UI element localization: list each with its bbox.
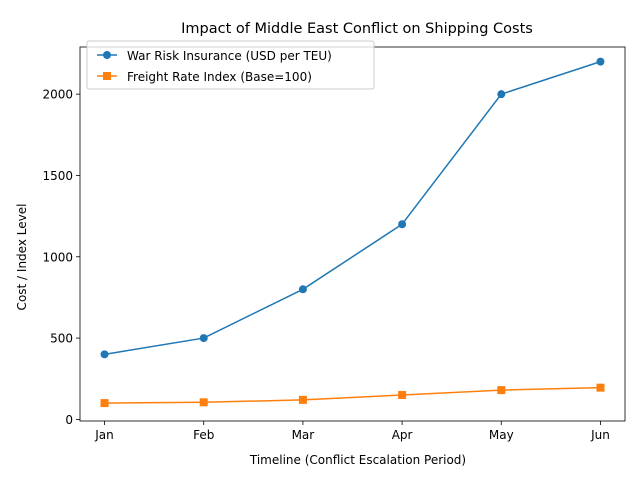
y-tick-label: 500 <box>50 332 73 346</box>
data-point-freight-rate-mar[interactable] <box>298 395 307 404</box>
data-point-war-risk-feb[interactable] <box>199 334 208 343</box>
y-tick-label: 1000 <box>42 250 73 264</box>
x-tick-label: Mar <box>292 428 315 442</box>
y-axis-label: Cost / Index Level <box>15 204 29 311</box>
legend-label-war-risk: War Risk Insurance (USD per TEU) <box>127 49 332 63</box>
data-point-freight-rate-jan[interactable] <box>100 399 109 408</box>
x-tick-label: Jan <box>94 428 114 442</box>
data-point-war-risk-mar[interactable] <box>298 285 307 294</box>
legend-marker-freight-rate <box>103 72 111 80</box>
y-tick-label: 0 <box>65 413 73 427</box>
data-point-war-risk-jun[interactable] <box>596 57 605 66</box>
x-tick-label: Apr <box>392 428 413 442</box>
chart-title: Impact of Middle East Conflict on Shippi… <box>181 21 533 37</box>
data-point-freight-rate-may[interactable] <box>497 386 506 395</box>
y-tick-label: 1500 <box>42 169 73 183</box>
data-point-freight-rate-apr[interactable] <box>398 390 407 399</box>
legend: War Risk Insurance (USD per TEU) Freight… <box>86 40 375 90</box>
legend-label-freight-rate: Freight Rate Index (Base=100) <box>127 70 312 84</box>
series-line-freight-rate <box>104 386 601 404</box>
x-tick-label: Jun <box>590 428 610 442</box>
x-tick-label: Feb <box>193 428 214 442</box>
series-layer <box>100 57 605 408</box>
x-axis-label: Timeline (Conflict Escalation Period) <box>249 453 466 467</box>
legend-frame <box>86 40 375 90</box>
series-line-war-risk <box>104 60 601 356</box>
data-point-war-risk-may[interactable] <box>497 90 506 99</box>
data-point-war-risk-jan[interactable] <box>100 350 109 359</box>
axes-layer: Jan Feb Mar Apr May Jun 0 500 1000 1500 2000 <box>42 46 626 442</box>
y-tick-label: 2000 <box>42 88 73 102</box>
x-tick-label: May <box>489 428 514 442</box>
data-point-freight-rate-feb[interactable] <box>199 398 208 407</box>
legend-marker-war-risk <box>103 51 111 59</box>
data-point-war-risk-apr[interactable] <box>398 220 407 229</box>
data-point-freight-rate-jun[interactable] <box>596 383 605 392</box>
